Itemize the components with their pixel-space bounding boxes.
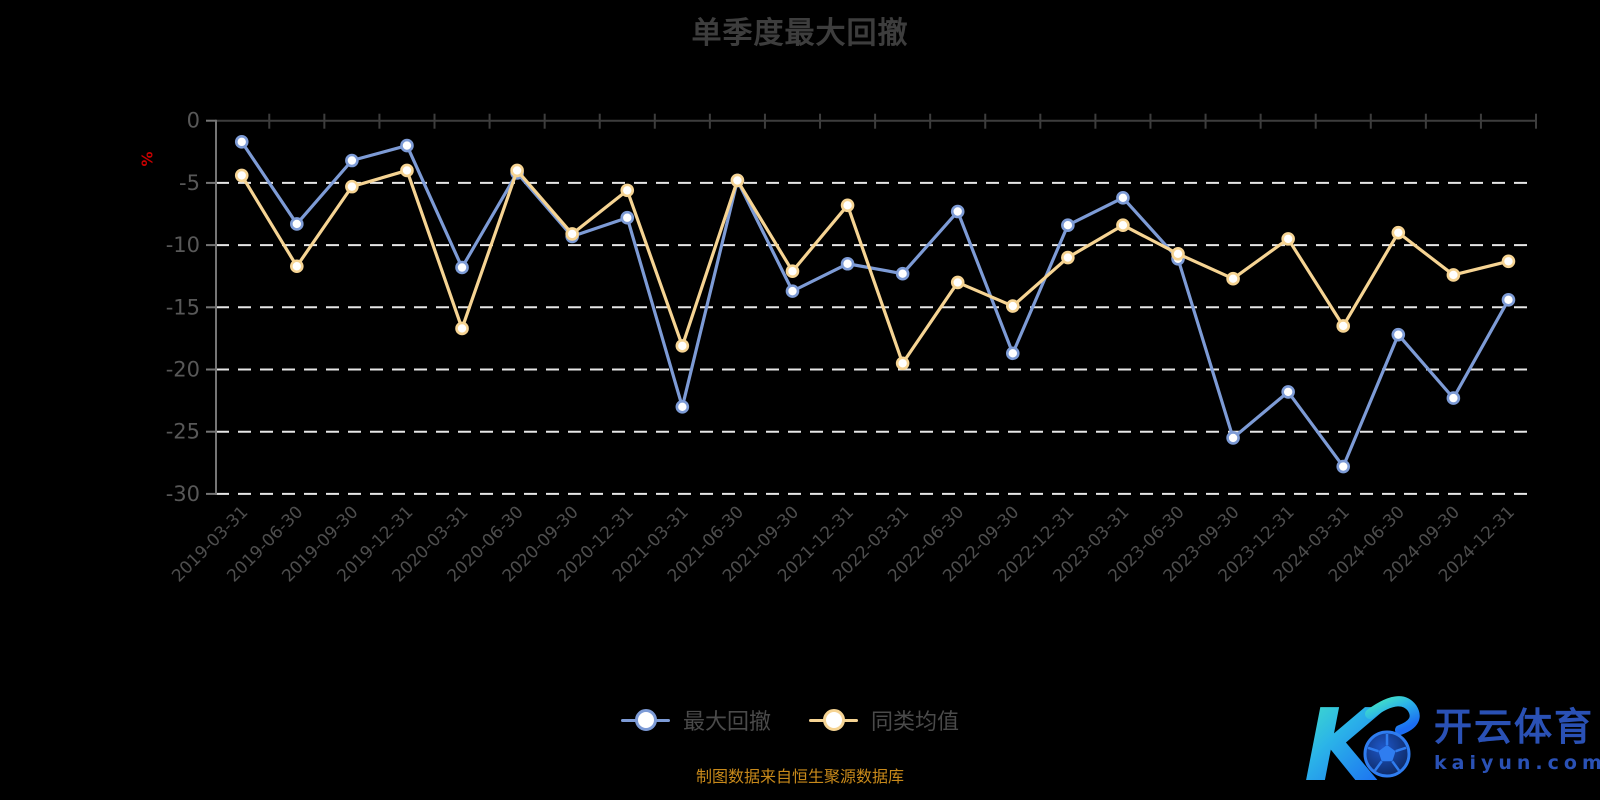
data-point-marker	[1226, 431, 1240, 445]
data-point-marker	[1336, 319, 1351, 333]
data-point-marker	[675, 339, 690, 353]
data-point-marker	[1116, 218, 1130, 232]
data-point-marker	[1061, 250, 1075, 265]
y-tick-label: 0	[187, 109, 200, 133]
legend-item-category-average[interactable]: 同类均值	[809, 704, 959, 736]
chart-title: 单季度最大回撤	[691, 16, 909, 51]
data-point-marker	[895, 356, 910, 371]
data-point-marker	[345, 179, 359, 194]
legend-label-max-drawdown: 最大回撤	[682, 710, 771, 735]
data-point-marker	[290, 217, 304, 231]
data-point-marker	[1005, 346, 1020, 361]
data-point-marker	[950, 275, 965, 290]
data-point-marker	[950, 204, 965, 219]
data-point-marker	[620, 183, 635, 198]
data-point-marker	[620, 210, 635, 225]
data-point-marker	[1391, 225, 1406, 240]
legend-marker-max-drawdown	[620, 709, 670, 731]
data-source-note: 制图数据来自恒生聚源数据库	[695, 767, 904, 786]
data-point-marker	[1061, 218, 1075, 232]
data-point-marker	[1501, 254, 1516, 269]
data-point-marker	[1391, 327, 1406, 342]
logo-swirl	[1365, 696, 1420, 735]
data-point-marker	[840, 256, 855, 271]
watermark-text: 开云体育 kaiyun.com	[1434, 705, 1600, 774]
data-point-marker	[675, 400, 690, 414]
data-point-marker	[345, 153, 359, 168]
chart-legend: 最大回撤 同类均值	[0, 704, 1580, 736]
legend-label-category-average: 同类均值	[871, 710, 960, 735]
data-point-marker	[1446, 268, 1461, 282]
data-point-marker	[1116, 191, 1130, 205]
data-point-marker	[565, 227, 579, 241]
y-tick-label: -5	[179, 171, 200, 195]
data-point-marker	[1281, 385, 1295, 399]
data-point-marker	[1005, 299, 1020, 313]
data-point-marker	[1336, 459, 1351, 474]
series-line-1	[240, 168, 1511, 365]
kaiyun-logo: K	[1304, 688, 1420, 793]
logo-football-icon	[1363, 730, 1411, 778]
watermark-domain: kaiyun.com	[1434, 751, 1600, 774]
data-point-marker	[400, 163, 414, 178]
data-point-marker	[840, 198, 855, 213]
data-point-marker	[290, 259, 304, 274]
y-tick-label: -30	[166, 482, 200, 506]
data-point-marker	[1226, 271, 1240, 286]
y-tick-label: -15	[166, 295, 200, 319]
data-point-marker	[510, 163, 524, 178]
y-tick-label: -25	[166, 420, 200, 444]
data-point-marker	[400, 138, 414, 153]
data-point-marker	[895, 266, 910, 281]
data-point-marker	[455, 260, 469, 275]
data-point-marker	[785, 264, 800, 279]
data-point-marker	[1171, 247, 1185, 261]
data-point-marker	[1501, 293, 1516, 307]
legend-marker-category-average	[809, 709, 858, 731]
data-point-marker	[234, 135, 249, 149]
data-point-marker	[234, 168, 249, 183]
y-tick-label: -10	[166, 233, 200, 257]
y-tick-label: -20	[166, 358, 200, 382]
data-point-marker	[1281, 232, 1295, 246]
legend-item-max-drawdown[interactable]: 最大回撤	[620, 704, 771, 736]
watermark-brand: 开云体育	[1434, 705, 1595, 750]
series-line-0	[240, 140, 1511, 469]
kaiyun-watermark: K 开云体育 kaiyun.com	[1304, 688, 1600, 793]
data-point-marker	[455, 321, 469, 336]
data-point-marker	[730, 173, 745, 188]
data-point-marker	[1446, 391, 1461, 405]
data-point-marker	[785, 284, 800, 298]
